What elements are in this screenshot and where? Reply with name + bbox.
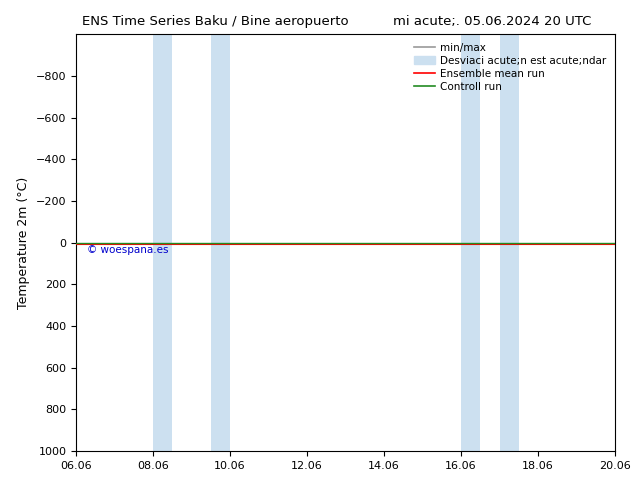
- Bar: [461, 34, 480, 451]
- Legend: min/max, Desviaci acute;n est acute;ndar, Ensemble mean run, Controll run: min/max, Desviaci acute;n est acute;ndar…: [410, 39, 611, 96]
- Y-axis label: Temperature 2m (°C): Temperature 2m (°C): [17, 176, 30, 309]
- Text: ENS Time Series Baku / Bine aeropuerto: ENS Time Series Baku / Bine aeropuerto: [82, 15, 349, 28]
- Bar: [500, 34, 519, 451]
- Text: mi acute;. 05.06.2024 20 UTC: mi acute;. 05.06.2024 20 UTC: [393, 15, 592, 28]
- Text: © woespana.es: © woespana.es: [87, 245, 169, 255]
- Bar: [153, 34, 172, 451]
- Bar: [210, 34, 230, 451]
